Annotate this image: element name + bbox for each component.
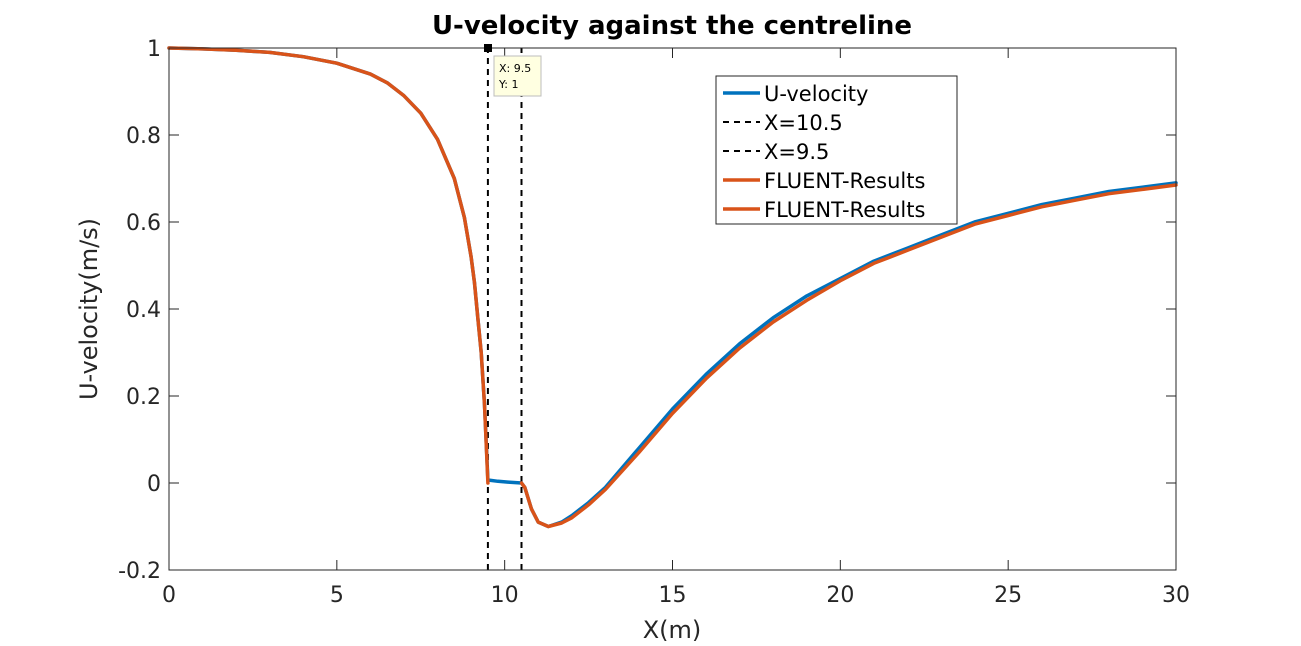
x-tick-label: 15 [659, 583, 687, 608]
chart-title: U-velocity against the centreline [432, 11, 912, 41]
plot-area [169, 48, 1176, 570]
x-tick-label: 0 [162, 583, 176, 608]
x-axis-label: X(m) [643, 616, 702, 644]
tick-layer: 0 5 10 15 20 25 30-0.200.20.40.60.81 [118, 37, 1190, 608]
datatip-marker [484, 44, 492, 52]
y-tick-label: 0.8 [126, 124, 161, 149]
x-tick-label: 20 [826, 583, 854, 608]
datatip[interactable]: X: 9.5 Y: 1 [484, 44, 542, 97]
series-line-4 [167, 46, 490, 485]
x-tick-label: 25 [994, 583, 1022, 608]
series-line-5 [519, 183, 1178, 529]
y-tick-label: 0.6 [126, 211, 161, 236]
legend-label: X=9.5 [764, 140, 829, 164]
y-tick-label: 1 [147, 37, 161, 62]
y-tick-label: -0.2 [118, 559, 161, 584]
y-tick-label: 0.2 [126, 385, 161, 410]
datatip-x-text: X: 9.5 [499, 62, 531, 75]
datatip-box [493, 55, 542, 97]
legend-items: U-velocity X=10.5 X=9.5 FLUENT-Results FLUEN… [723, 82, 925, 222]
y-axis-label: U-velocity(m/s) [75, 218, 103, 400]
y-tick-label: 0 [147, 472, 161, 497]
legend: U-velocity X=10.5 X=9.5 FLUENT-Results FLUEN… [715, 75, 958, 225]
x-tick-label: 30 [1162, 583, 1190, 608]
datatip-y-text: Y: 1 [498, 78, 518, 91]
x-tick-label: 10 [491, 583, 519, 608]
y-tick-label: 0.4 [126, 298, 161, 323]
legend-label: FLUENT-Results [764, 198, 925, 222]
legend-label: X=10.5 [764, 111, 843, 135]
legend-label: FLUENT-Results [764, 169, 925, 193]
x-tick-label: 5 [330, 583, 344, 608]
series-layer [167, 46, 1178, 570]
legend-label: U-velocity [764, 82, 868, 106]
